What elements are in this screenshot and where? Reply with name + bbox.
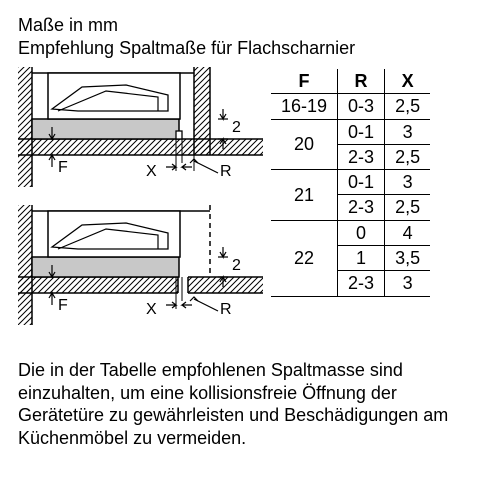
content-row: 2 F X R bbox=[18, 67, 482, 343]
col-R: R bbox=[338, 69, 385, 94]
dim-F-top: F bbox=[58, 159, 68, 177]
table-row: 22 0 4 bbox=[271, 220, 430, 245]
table-row: 20 0-1 3 bbox=[271, 119, 430, 144]
dim-R-top: R bbox=[220, 163, 232, 181]
gap-table: F R X 16-19 0-3 2,5 20 0-1 3 2-3 2,5 21 … bbox=[271, 69, 430, 297]
dim-2-bottom: 2 bbox=[232, 257, 241, 275]
heading-line2: Empfehlung Spaltmaße für Flachscharnier bbox=[18, 37, 482, 60]
hinge-diagram-top: 2 F X R bbox=[18, 67, 263, 187]
col-F: F bbox=[271, 69, 338, 94]
table-row: 21 0-1 3 bbox=[271, 170, 430, 195]
heading-line1: Maße in mm bbox=[18, 14, 482, 37]
footer-text: Die in der Tabelle empfohlenen Spaltmass… bbox=[18, 359, 482, 449]
dim-X-top: X bbox=[146, 163, 157, 181]
diagrams-column: 2 F X R bbox=[18, 67, 263, 343]
table-row: 16-19 0-3 2,5 bbox=[271, 94, 430, 119]
heading: Maße in mm Empfehlung Spaltmaße für Flac… bbox=[18, 14, 482, 59]
hinge-diagram-bottom: 2 F X R bbox=[18, 205, 263, 325]
col-X: X bbox=[385, 69, 431, 94]
gap-table-wrap: F R X 16-19 0-3 2,5 20 0-1 3 2-3 2,5 21 … bbox=[271, 67, 482, 297]
dim-X-bottom: X bbox=[146, 301, 157, 319]
dim-F-bottom: F bbox=[58, 297, 68, 315]
table-header-row: F R X bbox=[271, 69, 430, 94]
dim-2-top: 2 bbox=[232, 119, 241, 137]
dim-R-bottom: R bbox=[220, 301, 232, 319]
